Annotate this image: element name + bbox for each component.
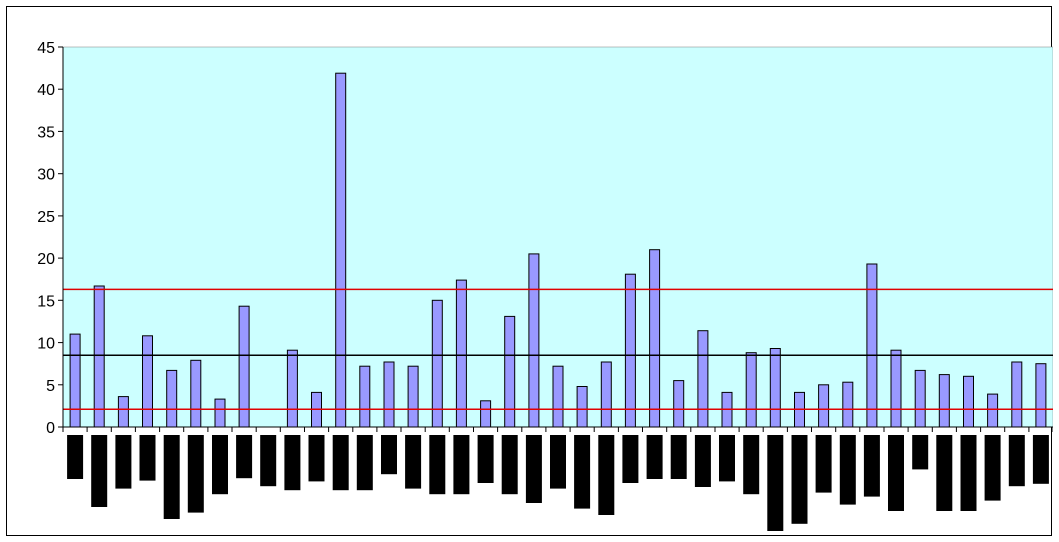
bar [214, 398, 226, 428]
bar [987, 393, 999, 428]
bar [1011, 361, 1023, 428]
bar [1035, 363, 1047, 428]
secondary-bar [67, 435, 84, 479]
y-tick-label: 35 [37, 124, 55, 141]
secondary-bar [743, 435, 760, 495]
bar [190, 359, 202, 428]
secondary-bar [429, 435, 446, 495]
bar [504, 315, 516, 428]
secondary-bar [936, 435, 953, 511]
bar [624, 273, 636, 428]
bar [745, 352, 757, 428]
secondary-bar [550, 435, 566, 489]
y-tick-label: 30 [37, 167, 55, 184]
secondary-bar [284, 435, 301, 491]
bar [600, 361, 612, 428]
bar [818, 384, 830, 428]
secondary-bar [1008, 435, 1025, 487]
secondary-bar [694, 435, 711, 487]
bar-chart: 0 5 10 15 20 25 30 35 40 45 [37, 40, 1053, 531]
bar [69, 333, 81, 428]
bar [431, 299, 443, 428]
secondary-bar [863, 435, 880, 497]
bar [890, 349, 902, 428]
secondary-bar [839, 435, 856, 505]
secondary-bar [984, 435, 1001, 501]
secondary-bar [791, 435, 808, 524]
y-tick-label: 40 [37, 82, 55, 99]
secondary-bar [1032, 435, 1049, 484]
bar [938, 374, 950, 428]
bar [480, 400, 492, 428]
y-tick-label: 0 [46, 420, 55, 437]
y-tick-label: 45 [37, 40, 55, 57]
bar [649, 249, 661, 428]
bar [93, 285, 105, 428]
secondary-bar [236, 435, 253, 479]
chart-frame: 0 5 10 15 20 25 30 35 40 45 [6, 6, 1053, 536]
secondary-bar [212, 435, 228, 495]
bar [455, 279, 467, 428]
secondary-bar [381, 435, 397, 475]
secondary-bar [960, 435, 977, 511]
secondary-bar [912, 435, 929, 470]
secondary-bar [670, 435, 687, 479]
secondary-bar [332, 435, 349, 491]
secondary-bar [646, 435, 663, 479]
y-tick-label: 15 [37, 293, 55, 310]
bar [697, 330, 709, 428]
secondary-bar [525, 435, 542, 503]
bar [286, 349, 298, 428]
secondary-bar [815, 435, 832, 493]
bar [963, 375, 974, 428]
y-tick-label: 20 [37, 251, 55, 268]
bar [673, 380, 685, 428]
secondary-bar [163, 435, 180, 519]
secondary-bar [622, 435, 639, 483]
secondary-bar [405, 435, 422, 489]
bar [528, 253, 540, 428]
secondary-bar [260, 435, 277, 487]
y-tick-label: 5 [46, 378, 55, 395]
bar [866, 263, 878, 428]
bar [335, 72, 347, 428]
secondary-bar [767, 435, 784, 531]
bar [407, 365, 419, 428]
bar [359, 365, 371, 428]
bar [166, 369, 178, 428]
secondary-bar [453, 435, 470, 495]
bar [769, 348, 781, 428]
bar [117, 396, 129, 428]
y-tick-label: 25 [37, 209, 55, 226]
y-tick-label: 10 [37, 336, 55, 353]
plot-area [62, 46, 1053, 428]
secondary-bar [308, 435, 325, 482]
secondary-bar [187, 435, 204, 513]
secondary-bar [356, 435, 373, 491]
secondary-bar [598, 435, 615, 515]
secondary-bar [501, 435, 518, 495]
bar [552, 365, 564, 428]
bar [842, 381, 854, 428]
secondary-bar [574, 435, 591, 509]
bar [576, 386, 588, 428]
secondary-bar [477, 435, 494, 483]
secondary-bar [91, 435, 108, 507]
bar [914, 369, 926, 428]
bar [142, 335, 153, 428]
secondary-bar [139, 435, 156, 481]
secondary-bar [115, 435, 132, 489]
secondary-bar [719, 435, 735, 482]
secondary-bar [888, 435, 904, 511]
bar [383, 361, 395, 428]
